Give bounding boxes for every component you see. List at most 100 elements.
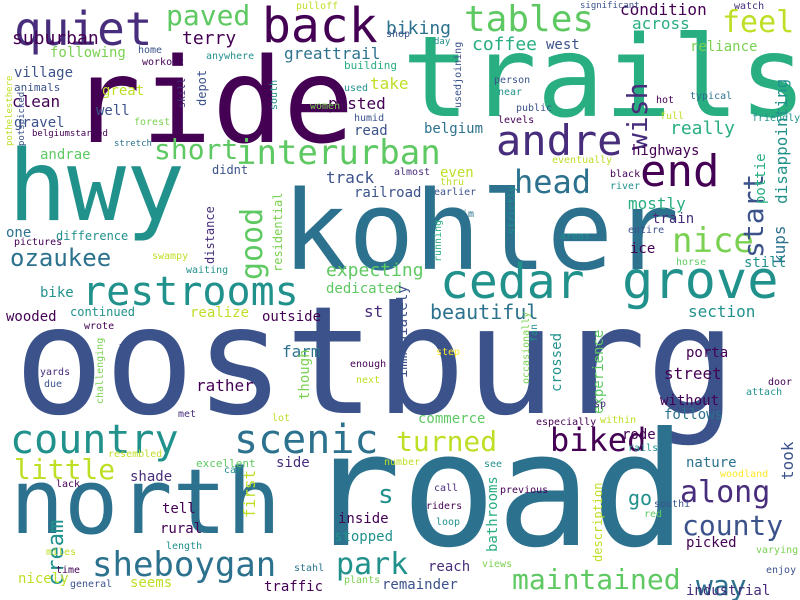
word-cedar: cedar <box>440 254 585 310</box>
word-number: number <box>384 457 421 468</box>
word-meadow: meadow <box>117 343 128 380</box>
word-skill: skill <box>177 77 188 108</box>
word-immediately: immediately <box>395 285 411 378</box>
word-anywhere: anywhere <box>206 51 255 62</box>
word-bike: bike <box>40 285 74 301</box>
word-red: red <box>644 509 663 520</box>
word-inside: inside <box>338 511 389 527</box>
word-step: step <box>436 347 461 358</box>
word-maintained: maintained <box>512 563 681 596</box>
word-hot: hot <box>656 95 675 106</box>
word-nice: nice <box>672 221 754 261</box>
word-train: train <box>652 211 695 227</box>
word-biked: biked <box>550 421 647 459</box>
word-clean: clean <box>12 92 61 111</box>
word-rails: rails <box>628 443 659 454</box>
word-highways: highways <box>632 143 700 159</box>
word-village: village <box>14 65 74 81</box>
word-thru: thru <box>440 177 465 188</box>
word-west: west <box>546 37 580 53</box>
word-expecting: expecting <box>326 260 424 281</box>
word-potspicked: potspicked <box>17 91 27 146</box>
word-views: views <box>482 559 513 570</box>
word-description: description <box>591 482 605 562</box>
word-didnt: didnt <box>212 163 249 177</box>
word-stahl: stahl <box>294 563 325 574</box>
word-though: though <box>297 349 313 400</box>
word-beautiful: beautiful <box>430 300 539 324</box>
word-person: person <box>494 75 531 86</box>
word-porta: porta <box>686 345 729 361</box>
word-turned: turned <box>396 425 498 458</box>
word-door: door <box>768 377 793 388</box>
word-usedjoining: usedjoining <box>453 41 464 108</box>
word-take: take <box>370 74 409 93</box>
word-running: running <box>433 219 444 262</box>
word-kohler: kohler <box>282 167 680 295</box>
word-pottie: pottie <box>753 153 769 204</box>
word-dedicated: dedicated <box>326 281 402 297</box>
word-forest: forest <box>134 117 171 128</box>
word-tables: tables <box>464 0 595 40</box>
word-ice: ice <box>630 241 656 257</box>
word-enjoy: enjoy <box>766 565 797 576</box>
word-next: next <box>356 375 381 386</box>
word-levels: levels <box>498 115 535 126</box>
word-s: s <box>378 480 394 510</box>
word-disappointing: disappointing <box>772 78 791 204</box>
word-biking: biking <box>386 18 452 39</box>
word-general: general <box>70 579 113 590</box>
word-county: county <box>682 509 784 542</box>
word-well: well <box>96 103 130 119</box>
word-entire: entire <box>628 225 665 236</box>
word-andre: andre <box>496 116 623 165</box>
word-day: day <box>434 37 451 47</box>
word-paved: paved <box>166 0 251 32</box>
word-pictures: pictures <box>14 237 63 248</box>
word-pothelesthere: pothelesthere <box>5 75 15 146</box>
word-still: still <box>744 255 787 271</box>
word-women: women <box>310 101 341 112</box>
word-outside: outside <box>262 309 322 325</box>
word-follows: follows <box>664 407 724 423</box>
word-following: following <box>50 45 126 61</box>
word-used: used <box>344 83 369 94</box>
word-strictly: strictly <box>507 185 518 234</box>
word-residential: residential <box>271 192 285 272</box>
word-challenging: challenging <box>95 337 106 404</box>
word-rode: rode <box>622 427 656 443</box>
word-without: without <box>660 393 720 409</box>
word-restrooms: restrooms <box>82 269 299 315</box>
word-realize: realize <box>190 305 250 321</box>
word-country: country <box>10 417 179 463</box>
word-southi: southi <box>654 499 691 510</box>
word-andrae: andrae <box>40 147 91 163</box>
word-ozaukee: ozaukee <box>10 244 112 272</box>
word-typical: typical <box>690 91 733 102</box>
word-stretch: stretch <box>114 139 152 149</box>
word-road: road <box>306 399 687 583</box>
word-track: track <box>326 168 375 187</box>
word-significant: significant <box>580 1 640 11</box>
word-due: due <box>44 379 63 390</box>
word-within: within <box>600 415 637 426</box>
word-side: side <box>276 455 310 471</box>
word-ride: ride <box>70 32 355 170</box>
word-building: building <box>344 59 397 72</box>
word-head: head <box>514 163 592 201</box>
word-rural: rural <box>160 521 203 537</box>
word-miles: miles <box>46 547 77 558</box>
word-varying: varying <box>756 545 799 556</box>
word-resembled: resembled <box>108 449 163 460</box>
word-home: home <box>138 45 163 56</box>
word-met: met <box>178 409 197 420</box>
word-go: go <box>628 486 653 510</box>
word-lot: lot <box>272 413 291 424</box>
word-bathrooms: bathrooms <box>485 476 501 552</box>
word-pulloff: pulloff <box>296 1 339 12</box>
word-see: see <box>484 459 503 470</box>
word-along: along <box>680 475 771 510</box>
word-reliance: reliance <box>690 39 758 55</box>
word-belgium: belgium <box>424 121 484 137</box>
